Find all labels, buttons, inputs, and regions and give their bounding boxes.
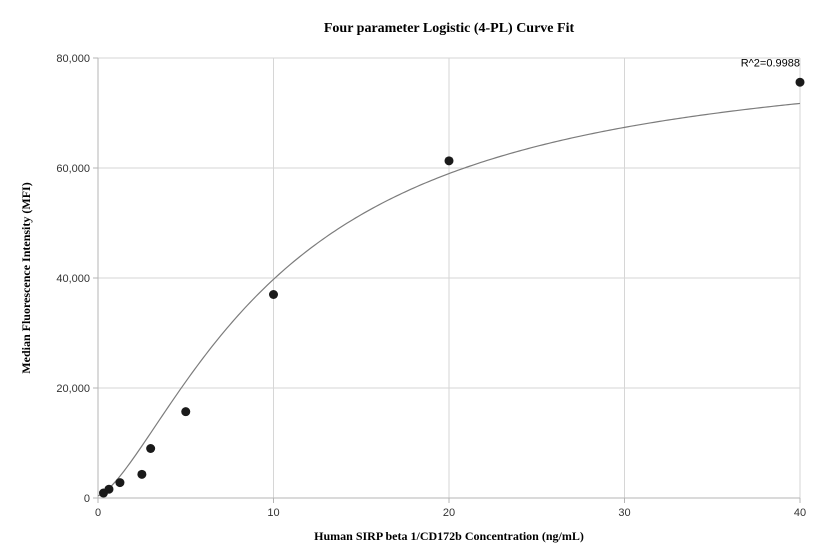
x-tick-label: 30 bbox=[618, 507, 630, 519]
data-point bbox=[796, 78, 805, 87]
r-squared-annotation: R^2=0.9988 bbox=[741, 57, 800, 69]
data-point bbox=[445, 156, 454, 165]
x-tick-label: 10 bbox=[267, 507, 279, 519]
y-tick-label: 60,000 bbox=[56, 163, 90, 175]
chart-container: 0 10 20 30 40 0 20,000 40,000 60,000 80,000 Four p… bbox=[0, 0, 832, 560]
data-point bbox=[104, 485, 113, 494]
chart-svg: 0 10 20 30 40 0 20,000 40,000 60,000 80,000 Four p… bbox=[0, 0, 832, 560]
x-tick-label: 20 bbox=[443, 507, 455, 519]
data-point bbox=[181, 407, 190, 416]
data-point bbox=[269, 290, 278, 299]
x-tick-label: 40 bbox=[794, 507, 806, 519]
y-tick-label: 80,000 bbox=[56, 53, 90, 65]
y-tick-label: 0 bbox=[84, 493, 90, 505]
data-point bbox=[137, 470, 146, 479]
y-tick-label: 40,000 bbox=[56, 273, 90, 285]
y-axis-label: Median Fluorescence Intensity (MFI) bbox=[19, 182, 33, 373]
data-point bbox=[146, 444, 155, 453]
chart-title: Four parameter Logistic (4-PL) Curve Fit bbox=[324, 21, 575, 36]
x-axis-label: Human SIRP beta 1/CD172b Concentration (… bbox=[314, 529, 584, 543]
y-tick-label: 20,000 bbox=[56, 383, 90, 395]
x-tick-label: 0 bbox=[95, 507, 101, 519]
data-point bbox=[115, 478, 124, 487]
